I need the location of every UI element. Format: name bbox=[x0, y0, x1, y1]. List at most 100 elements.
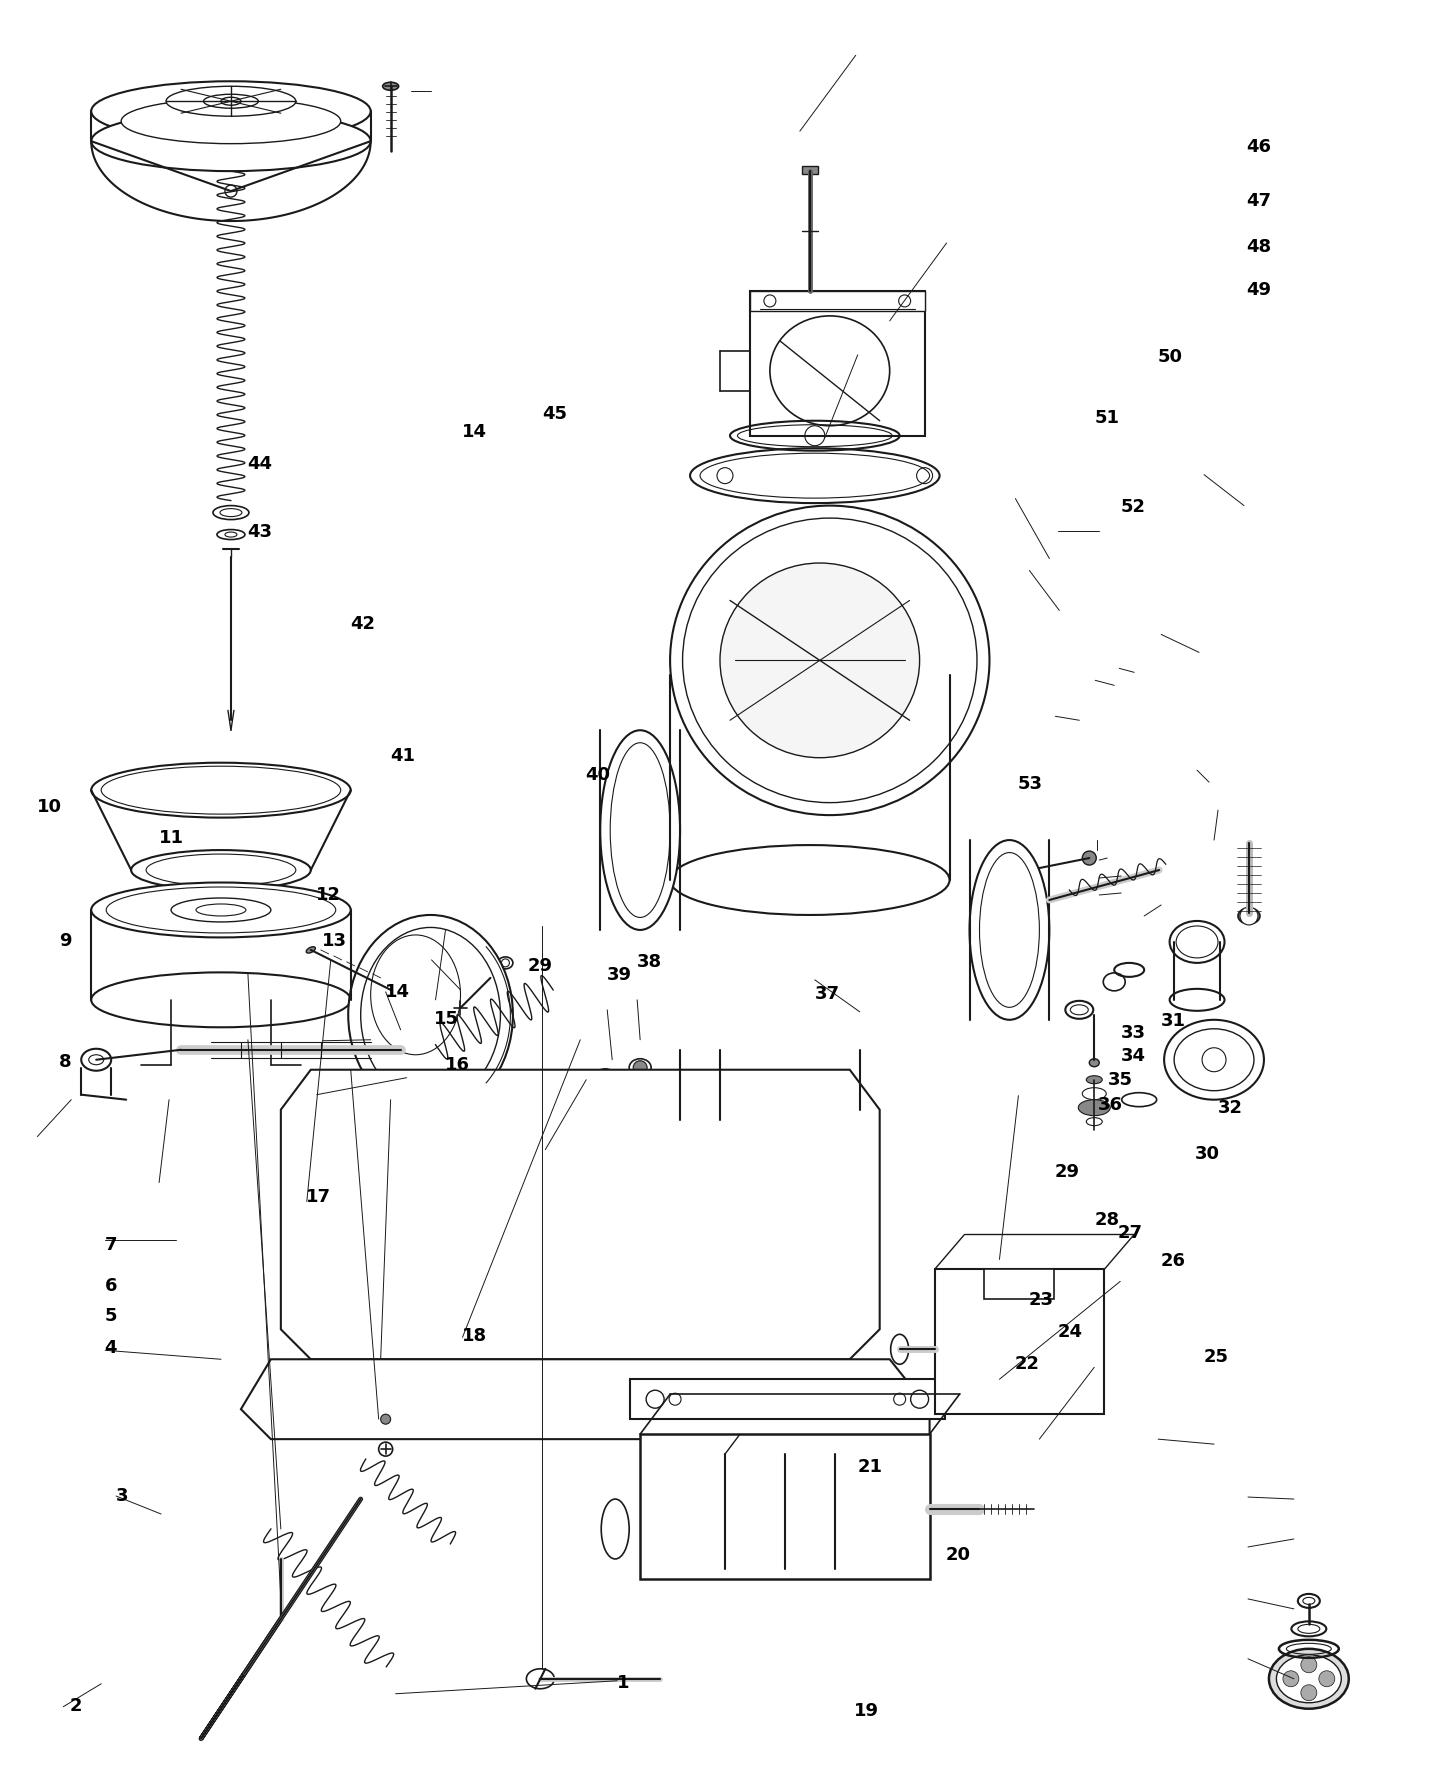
Polygon shape bbox=[630, 1379, 945, 1418]
Text: 49: 49 bbox=[1246, 280, 1272, 299]
Bar bbox=[935, 1269, 1104, 1415]
Circle shape bbox=[1301, 1684, 1316, 1700]
Text: 14: 14 bbox=[384, 984, 410, 1001]
Ellipse shape bbox=[171, 898, 271, 921]
Ellipse shape bbox=[969, 839, 1050, 1019]
Text: 50: 50 bbox=[1157, 347, 1183, 367]
Ellipse shape bbox=[770, 315, 889, 426]
Text: 1: 1 bbox=[617, 1673, 630, 1691]
Ellipse shape bbox=[89, 1055, 103, 1064]
Ellipse shape bbox=[849, 1107, 870, 1123]
Ellipse shape bbox=[630, 1059, 651, 1076]
Ellipse shape bbox=[1276, 1655, 1341, 1704]
Text: 37: 37 bbox=[815, 985, 839, 1003]
Ellipse shape bbox=[92, 82, 370, 141]
Ellipse shape bbox=[1238, 909, 1260, 923]
Text: 45: 45 bbox=[542, 405, 568, 422]
Text: 24: 24 bbox=[1058, 1324, 1083, 1342]
Text: 46: 46 bbox=[1246, 139, 1272, 157]
Ellipse shape bbox=[370, 936, 460, 1055]
Text: 25: 25 bbox=[1203, 1349, 1229, 1367]
Text: 20: 20 bbox=[946, 1545, 971, 1563]
Ellipse shape bbox=[683, 519, 977, 802]
Ellipse shape bbox=[204, 94, 258, 109]
Text: 17: 17 bbox=[307, 1189, 331, 1206]
Ellipse shape bbox=[1304, 1597, 1315, 1604]
Text: 5: 5 bbox=[105, 1308, 118, 1326]
Ellipse shape bbox=[361, 927, 500, 1103]
Ellipse shape bbox=[670, 506, 989, 814]
Text: 29: 29 bbox=[528, 957, 554, 975]
Text: 26: 26 bbox=[1160, 1253, 1186, 1271]
Ellipse shape bbox=[130, 850, 311, 889]
Text: 14: 14 bbox=[462, 422, 488, 440]
Ellipse shape bbox=[348, 914, 513, 1116]
Text: 11: 11 bbox=[159, 829, 184, 846]
Ellipse shape bbox=[196, 903, 245, 916]
Text: 21: 21 bbox=[858, 1458, 882, 1477]
Ellipse shape bbox=[1078, 1099, 1110, 1116]
Ellipse shape bbox=[146, 854, 295, 886]
Ellipse shape bbox=[219, 508, 242, 517]
Text: 43: 43 bbox=[248, 522, 272, 540]
Polygon shape bbox=[241, 1360, 929, 1440]
Text: 34: 34 bbox=[1120, 1048, 1146, 1066]
Ellipse shape bbox=[82, 1050, 112, 1071]
Text: 39: 39 bbox=[607, 966, 632, 984]
Circle shape bbox=[1283, 1672, 1299, 1688]
Text: 2: 2 bbox=[70, 1696, 83, 1714]
Circle shape bbox=[1301, 1657, 1316, 1673]
Circle shape bbox=[1240, 907, 1258, 925]
Text: 28: 28 bbox=[1094, 1212, 1120, 1230]
Text: 12: 12 bbox=[317, 886, 341, 903]
Ellipse shape bbox=[670, 845, 949, 914]
Bar bbox=[985, 1269, 1054, 1299]
Circle shape bbox=[1319, 1672, 1335, 1688]
Text: 27: 27 bbox=[1117, 1224, 1143, 1242]
Ellipse shape bbox=[1298, 1625, 1319, 1634]
Ellipse shape bbox=[1292, 1622, 1326, 1636]
Ellipse shape bbox=[383, 82, 399, 91]
Ellipse shape bbox=[221, 98, 241, 105]
Bar bbox=[750, 290, 925, 310]
Text: 23: 23 bbox=[1030, 1292, 1054, 1310]
Text: 42: 42 bbox=[350, 615, 376, 633]
Text: 31: 31 bbox=[1160, 1012, 1186, 1030]
Ellipse shape bbox=[92, 973, 351, 1026]
Polygon shape bbox=[281, 1069, 879, 1360]
Text: 3: 3 bbox=[116, 1486, 129, 1506]
Ellipse shape bbox=[979, 852, 1040, 1007]
Text: 10: 10 bbox=[37, 798, 62, 816]
Circle shape bbox=[225, 185, 237, 198]
Text: 15: 15 bbox=[433, 1010, 459, 1028]
Ellipse shape bbox=[166, 86, 295, 116]
Ellipse shape bbox=[526, 1668, 555, 1689]
Ellipse shape bbox=[102, 766, 341, 814]
Ellipse shape bbox=[891, 1335, 909, 1365]
Text: 19: 19 bbox=[855, 1702, 879, 1720]
Text: 53: 53 bbox=[1018, 775, 1043, 793]
Text: 35: 35 bbox=[1107, 1071, 1133, 1089]
Text: 4: 4 bbox=[105, 1340, 118, 1358]
Ellipse shape bbox=[120, 98, 341, 144]
Circle shape bbox=[380, 1415, 390, 1424]
Text: 7: 7 bbox=[105, 1237, 118, 1255]
Ellipse shape bbox=[1164, 1019, 1263, 1099]
Text: 13: 13 bbox=[323, 932, 347, 950]
Text: 16: 16 bbox=[445, 1057, 470, 1075]
Text: 33: 33 bbox=[1120, 1025, 1146, 1042]
Text: 32: 32 bbox=[1217, 1099, 1243, 1117]
Text: 36: 36 bbox=[1097, 1096, 1123, 1114]
Text: 8: 8 bbox=[59, 1053, 72, 1071]
Ellipse shape bbox=[720, 563, 919, 757]
Ellipse shape bbox=[680, 1112, 720, 1126]
Ellipse shape bbox=[1090, 1059, 1100, 1067]
Ellipse shape bbox=[217, 529, 245, 540]
Text: 47: 47 bbox=[1246, 192, 1272, 210]
Ellipse shape bbox=[1174, 1028, 1253, 1091]
Circle shape bbox=[853, 1108, 866, 1121]
Ellipse shape bbox=[601, 731, 680, 930]
Text: 52: 52 bbox=[1120, 497, 1146, 515]
Text: 38: 38 bbox=[637, 953, 663, 971]
Ellipse shape bbox=[92, 110, 370, 171]
